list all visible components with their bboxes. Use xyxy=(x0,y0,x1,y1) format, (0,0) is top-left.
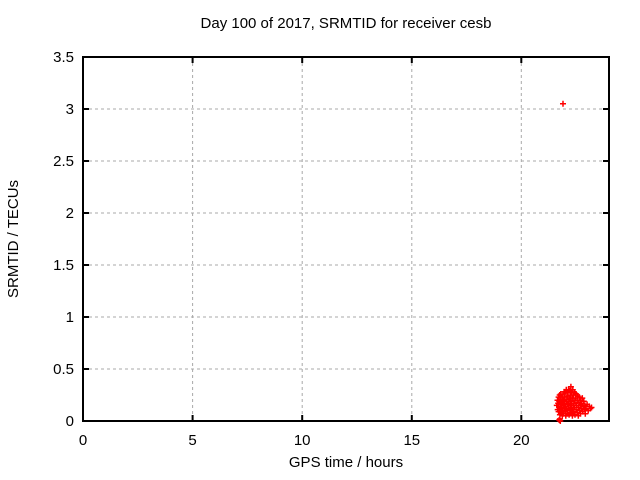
y-tick-label: 3.5 xyxy=(53,49,74,66)
x-tick-label: 5 xyxy=(188,432,196,449)
y-tick-label: 1.5 xyxy=(53,257,74,274)
y-tick-label: 1 xyxy=(66,309,74,326)
x-tick-label: 10 xyxy=(294,432,311,449)
x-axis-label: GPS time / hours xyxy=(288,454,404,471)
y-tick-label: 0.5 xyxy=(53,361,74,378)
y-tick-label: 2.5 xyxy=(53,153,74,170)
x-tick-label: 20 xyxy=(513,432,530,449)
plot-border xyxy=(82,56,610,422)
y-tick-label: 2 xyxy=(66,205,74,222)
y-tick-label: 3 xyxy=(66,101,74,118)
x-tick-label: 15 xyxy=(403,432,420,449)
x-tick-label: 0 xyxy=(79,432,87,449)
y-tick-label: 0 xyxy=(66,413,74,430)
data-points xyxy=(553,100,595,424)
axis-ticks xyxy=(82,56,609,422)
chart-title: Day 100 of 2017, SRMTID for receiver ces… xyxy=(200,15,492,32)
